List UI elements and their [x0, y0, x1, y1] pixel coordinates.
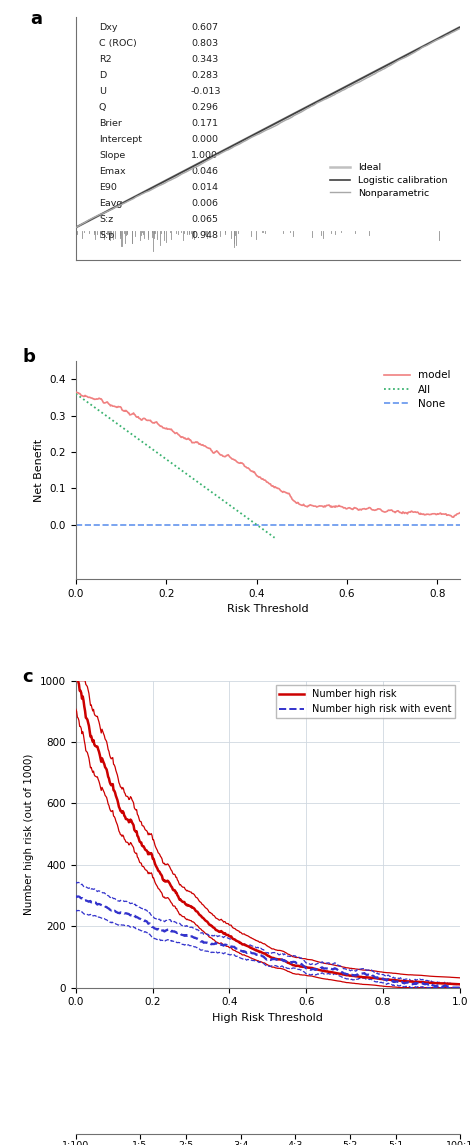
X-axis label: Risk Threshold: Risk Threshold	[227, 605, 309, 615]
Text: 0.014: 0.014	[191, 183, 218, 192]
Text: Q: Q	[99, 103, 106, 112]
Text: 0.046: 0.046	[191, 167, 218, 176]
Text: 0.607: 0.607	[191, 23, 218, 32]
Text: R2: R2	[99, 55, 111, 64]
Text: 0.006: 0.006	[191, 199, 218, 208]
Text: 0.171: 0.171	[191, 119, 218, 128]
Text: 0.296: 0.296	[191, 103, 218, 112]
Text: 0.065: 0.065	[191, 215, 218, 224]
Text: Slope: Slope	[99, 151, 125, 160]
Text: 1.000: 1.000	[191, 151, 218, 160]
Legend: Ideal, Logistic calibration, Nonparametric: Ideal, Logistic calibration, Nonparametr…	[326, 159, 451, 202]
Text: U: U	[99, 87, 106, 96]
Text: b: b	[22, 348, 35, 366]
Text: S:z: S:z	[99, 215, 113, 224]
Text: 0.343: 0.343	[191, 55, 218, 64]
Text: 0.000: 0.000	[191, 135, 218, 144]
Text: 0.803: 0.803	[191, 39, 218, 48]
Y-axis label: Net Benefit: Net Benefit	[34, 439, 44, 502]
Text: E90: E90	[99, 183, 117, 192]
Text: Eavg: Eavg	[99, 199, 122, 208]
Y-axis label: Number high risk (out of 1000): Number high risk (out of 1000)	[25, 753, 35, 915]
Text: C (ROC): C (ROC)	[99, 39, 137, 48]
Text: 0.283: 0.283	[191, 71, 218, 80]
Legend: model, All, None: model, All, None	[379, 366, 455, 413]
Text: -0.013: -0.013	[191, 87, 221, 96]
Text: S:p: S:p	[99, 231, 114, 240]
Text: D: D	[99, 71, 106, 80]
Legend: Number high risk, Number high risk with event: Number high risk, Number high risk with …	[275, 686, 455, 718]
Text: Brier: Brier	[99, 119, 122, 128]
X-axis label: High Risk Threshold: High Risk Threshold	[212, 1013, 323, 1022]
Text: a: a	[30, 10, 42, 27]
Text: 0.948: 0.948	[191, 231, 218, 240]
Text: Dxy: Dxy	[99, 23, 118, 32]
Text: Intercept: Intercept	[99, 135, 142, 144]
Text: Emax: Emax	[99, 167, 126, 176]
Text: c: c	[22, 669, 33, 686]
